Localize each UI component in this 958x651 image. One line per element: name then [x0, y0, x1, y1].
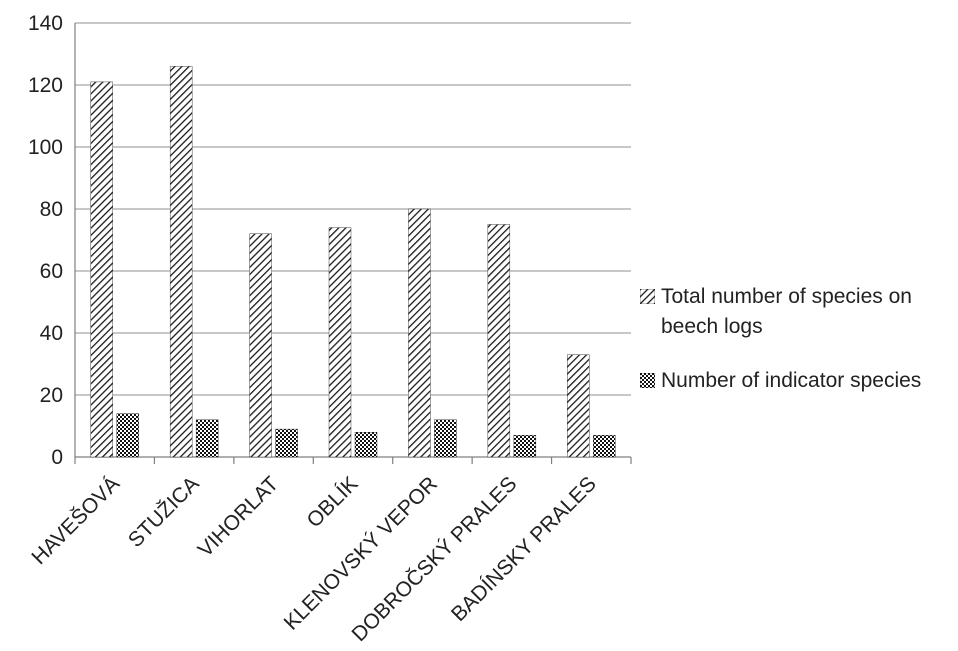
- x-tick-label: BADÍNSKY PRALES: [447, 472, 601, 626]
- bar-indicator-species: [275, 428, 298, 458]
- y-tick-label: 60: [40, 260, 63, 283]
- bar-total-species: [408, 208, 431, 458]
- legend-item-total: Total number of species on beech logs: [640, 282, 952, 342]
- y-tick-label: 120: [28, 74, 63, 97]
- tick-labels: 0 20 40 60 80 100 120 140 HAVEŠOVÁ STUŽICAVIHORLA…: [27, 12, 600, 646]
- legend-label-total: Total number of species on beech logs: [661, 285, 912, 338]
- x-tick-label: STUŽICA: [124, 472, 204, 552]
- y-tick-label: 80: [40, 198, 63, 221]
- x-tick-label: KLENOVSKÝ VEPOR: [280, 472, 442, 634]
- gridlines: [75, 22, 631, 396]
- checker-swatch-icon: [640, 373, 655, 388]
- bar-total-species: [169, 66, 193, 458]
- x-tick-label: OBLÍK: [303, 472, 363, 532]
- bar-total-species: [567, 354, 590, 458]
- bar-indicator-species: [434, 419, 457, 458]
- axes: [74, 23, 632, 464]
- bar-indicator-species: [513, 435, 537, 458]
- bar-indicator-species: [354, 432, 378, 458]
- y-tick-label: 140: [28, 12, 63, 35]
- y-tick-label: 100: [28, 136, 63, 159]
- hatch-swatch-icon: [640, 289, 655, 304]
- legend: Total number of species on beech logs Nu…: [640, 282, 952, 420]
- x-tick-label: HAVEŠOVÁ: [27, 472, 124, 569]
- legend-item-indicator: Number of indicator species: [640, 366, 952, 396]
- y-tick-label: 40: [40, 322, 63, 345]
- bar-indicator-species: [593, 435, 616, 458]
- bar-total-species: [487, 224, 511, 458]
- x-tick-label: VIHORLAT: [194, 472, 284, 562]
- x-tick-label: DOBROČSKÝ PRALES: [348, 472, 522, 646]
- legend-label-indicator: Number of indicator species: [661, 369, 922, 392]
- bar-indicator-species: [116, 413, 139, 458]
- bar-total-species: [90, 81, 113, 458]
- bar-total-species: [328, 227, 352, 458]
- y-tick-label: 0: [51, 446, 63, 469]
- bars: [90, 66, 616, 458]
- bar-indicator-species: [195, 419, 219, 458]
- y-tick-label: 20: [40, 384, 63, 407]
- bar-total-species: [249, 233, 272, 458]
